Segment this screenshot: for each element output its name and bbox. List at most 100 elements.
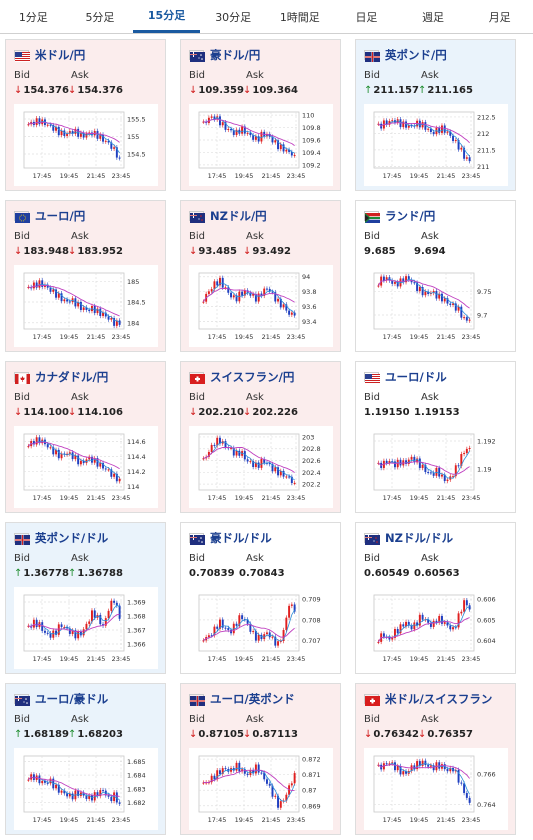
tab-1[interactable]: 5分足 [85,10,115,24]
pair-name[interactable]: ユーロ/ドル [385,370,447,384]
price-chart[interactable]: 0.606 0.605 0.604 17:45 19:45 21:45 23:45 [364,587,508,669]
y-tick-label: 114.6 [127,438,146,446]
tab-5[interactable]: 日足 [355,10,378,24]
price-chart[interactable]: 155.5 155 154.5 17:45 19:45 21:45 23:45 [14,104,158,186]
pair-name[interactable]: 豪ドル/円 [210,48,261,62]
price-chart[interactable]: 9.75 9.7 17:45 19:45 21:45 23:45 [364,265,508,347]
candle-body [82,307,85,310]
pair-title[interactable]: ユーロ/英ポンド [189,691,295,707]
rate-card[interactable]: NZドル/円 Bid Ask ↓93.485 ↓93.492 94 93.8 93.6 93.4… [180,200,341,352]
bid-value: ↓93.485 [189,246,237,257]
rate-card[interactable]: スイスフラン/円 Bid Ask ↓202.210 ↓202.226 203 202.8 20… [180,361,341,513]
price-chart[interactable]: 0.766 0.764 17:45 19:45 21:45 23:45 [364,748,508,830]
pair-name[interactable]: 米ドル/円 [35,48,86,62]
pair-title[interactable]: 英ポンド/円 [364,47,447,63]
candle-body [93,610,96,618]
rate-card[interactable]: 英ポンド/円 Bid Ask ↑211.157 ↑211.165 212.5 212 211.… [355,39,516,191]
pair-title[interactable]: 米ドル/スイスフラン [364,691,492,707]
tab-6[interactable]: 週足 [422,10,445,24]
arrow-down-icon: ↓ [418,729,427,740]
pair-title[interactable]: 豪ドル/円 [189,47,260,63]
tab-0[interactable]: 1分足 [18,10,48,24]
pair-name[interactable]: ユーロ/豪ドル [35,692,109,706]
bid-value-text: 109.359 [198,85,244,96]
rate-card[interactable]: ユーロ/ドル Bid Ask 1.19150 1.19153 1.192 1.19 17:45… [355,361,516,513]
ma-short-line [203,609,295,642]
price-chart[interactable]: 203 202.8 202.6 202.4 202.2 17:45 19:45 21:45 23… [189,426,333,508]
ask-value: 9.694 [414,246,446,257]
price-chart[interactable]: 94 93.8 93.6 93.4 17:45 19:45 21:45 23:45 [189,265,333,347]
price-chart[interactable]: 1.369 1.368 1.367 1.366 17:45 19:45 21:45 23:45 [14,587,158,669]
tab-2[interactable]: 15分足 [133,0,200,33]
pair-name[interactable]: カナダドル/円 [35,370,109,384]
candle-body [257,136,260,142]
pair-name[interactable]: 豪ドル/ドル [210,531,272,545]
pair-title[interactable]: NZドル/ドル [364,530,453,546]
rate-card[interactable]: ユーロ/英ポンド Bid Ask ↓0.87105 ↓0.87113 0.872 0.871… [180,683,341,835]
candle-body [38,280,41,288]
pair-name[interactable]: スイスフラン/円 [210,370,295,384]
pair-name[interactable]: 米ドル/スイスフラン [385,692,493,706]
x-tick-label: 17:45 [383,816,402,824]
candle-body [32,619,35,628]
pair-name[interactable]: NZドル/ドル [385,531,454,545]
rate-card[interactable]: カナダドル/円 Bid Ask ↓114.100 ↓114.106 114.6 114.4 1… [5,361,166,513]
candle-body [104,312,107,317]
rate-card[interactable]: ランド/円 Bid Ask 9.685 9.694 9.75 9.7 17:45 19:45 21… [355,200,516,352]
rate-card[interactable]: 米ドル/円 Bid Ask ↓154.376 ↓154.376 155.5 155 154.5… [5,39,166,191]
candle-body [402,121,405,128]
ma-long-line [203,287,295,303]
price-chart[interactable]: 0.872 0.871 0.87 0.869 17:45 19:45 21:45 23:45 [189,748,333,830]
candle-body [416,622,419,626]
pair-title[interactable]: 米ドル/円 [14,47,85,63]
pair-name[interactable]: NZドル/円 [210,209,267,223]
pair-title[interactable]: 英ポンド/ドル [14,530,108,546]
price-chart[interactable]: 114.6 114.4 114.2 114 17:45 19:45 21:45 23:45 [14,426,158,508]
candle-body [57,126,60,136]
pair-title[interactable]: カナダドル/円 [14,369,108,385]
candle-body [52,125,55,131]
price-chart[interactable]: 110 109.8 109.6 109.4 109.2 17:45 19:45 21:45 23… [189,104,333,186]
pair-title[interactable]: 豪ドル/ドル [189,530,272,546]
price-chart[interactable]: 1.685 1.684 1.683 1.682 17:45 19:45 21:45 23:45 [14,748,158,830]
pair-title[interactable]: ランド/円 [364,208,435,224]
pair-name[interactable]: 英ポンド/円 [385,48,447,62]
tab-4[interactable]: 1時間足 [279,10,320,24]
pair-title[interactable]: ユーロ/豪ドル [14,691,108,707]
pair-title[interactable]: スイスフラン/円 [189,369,294,385]
ask-value-text: 202.226 [252,407,298,418]
price-chart[interactable]: 212.5 212 211.5 211 17:45 19:45 21:45 23:45 [364,104,508,186]
price-chart[interactable]: 1.192 1.19 17:45 19:45 21:45 23:45 [364,426,508,508]
candle-body [71,131,74,134]
price-chart[interactable]: 0.709 0.708 0.707 17:45 19:45 21:45 23:45 [189,587,333,669]
pair-title[interactable]: ユーロ/円 [14,208,85,224]
pair-title[interactable]: ユーロ/ドル [364,369,447,385]
rate-card[interactable]: 英ポンド/ドル Bid Ask ↑1.36778 ↑1.36788 1.369 1.368 1… [5,522,166,674]
pair-name[interactable]: ユーロ/英ポンド [210,692,295,706]
rate-card[interactable]: 豪ドル/ドル Bid Ask 0.70839 0.70843 0.709 0.708 0.70… [180,522,341,674]
tab-7[interactable]: 月足 [488,10,511,24]
rate-card[interactable]: NZドル/ドル Bid Ask 0.60549 0.60563 0.606 0.605 0.6… [355,522,516,674]
y-tick-label: 1.369 [127,599,146,607]
price-chart[interactable]: 185 184.5 184 17:45 19:45 21:45 23:45 [14,265,158,347]
candle-body [210,444,213,452]
candle-body [396,282,399,287]
y-tick-label: 109.4 [302,149,321,157]
rate-card[interactable]: ユーロ/円 Bid Ask ↓183.948 ↓183.952 185 184.5 184 17… [5,200,166,352]
candle-body [46,632,49,634]
y-tick-label: 109.8 [302,124,321,132]
candle-body [252,293,255,296]
x-tick-label: 21:45 [262,494,281,502]
rate-card[interactable]: 豪ドル/円 Bid Ask ↓109.359 ↓109.364 110 109.8 109.6… [180,39,341,191]
pair-name[interactable]: ランド/円 [385,209,436,223]
rate-card[interactable]: 米ドル/スイスフラン Bid Ask ↓0.76342 ↓0.76357 0.766 0.7… [355,683,516,835]
candle-body [424,464,427,473]
pair-name[interactable]: 英ポンド/ドル [35,531,109,545]
pair-name[interactable]: ユーロ/円 [35,209,86,223]
tab-3[interactable]: 30分足 [215,10,252,24]
bid-value-text: 9.685 [364,246,396,257]
pair-title[interactable]: NZドル/円 [189,208,267,224]
candle-body [68,628,71,634]
rate-card[interactable]: ユーロ/豪ドル Bid Ask ↑1.68189 ↑1.68203 1.685 1.684 1… [5,683,166,835]
candle-body [427,619,430,623]
